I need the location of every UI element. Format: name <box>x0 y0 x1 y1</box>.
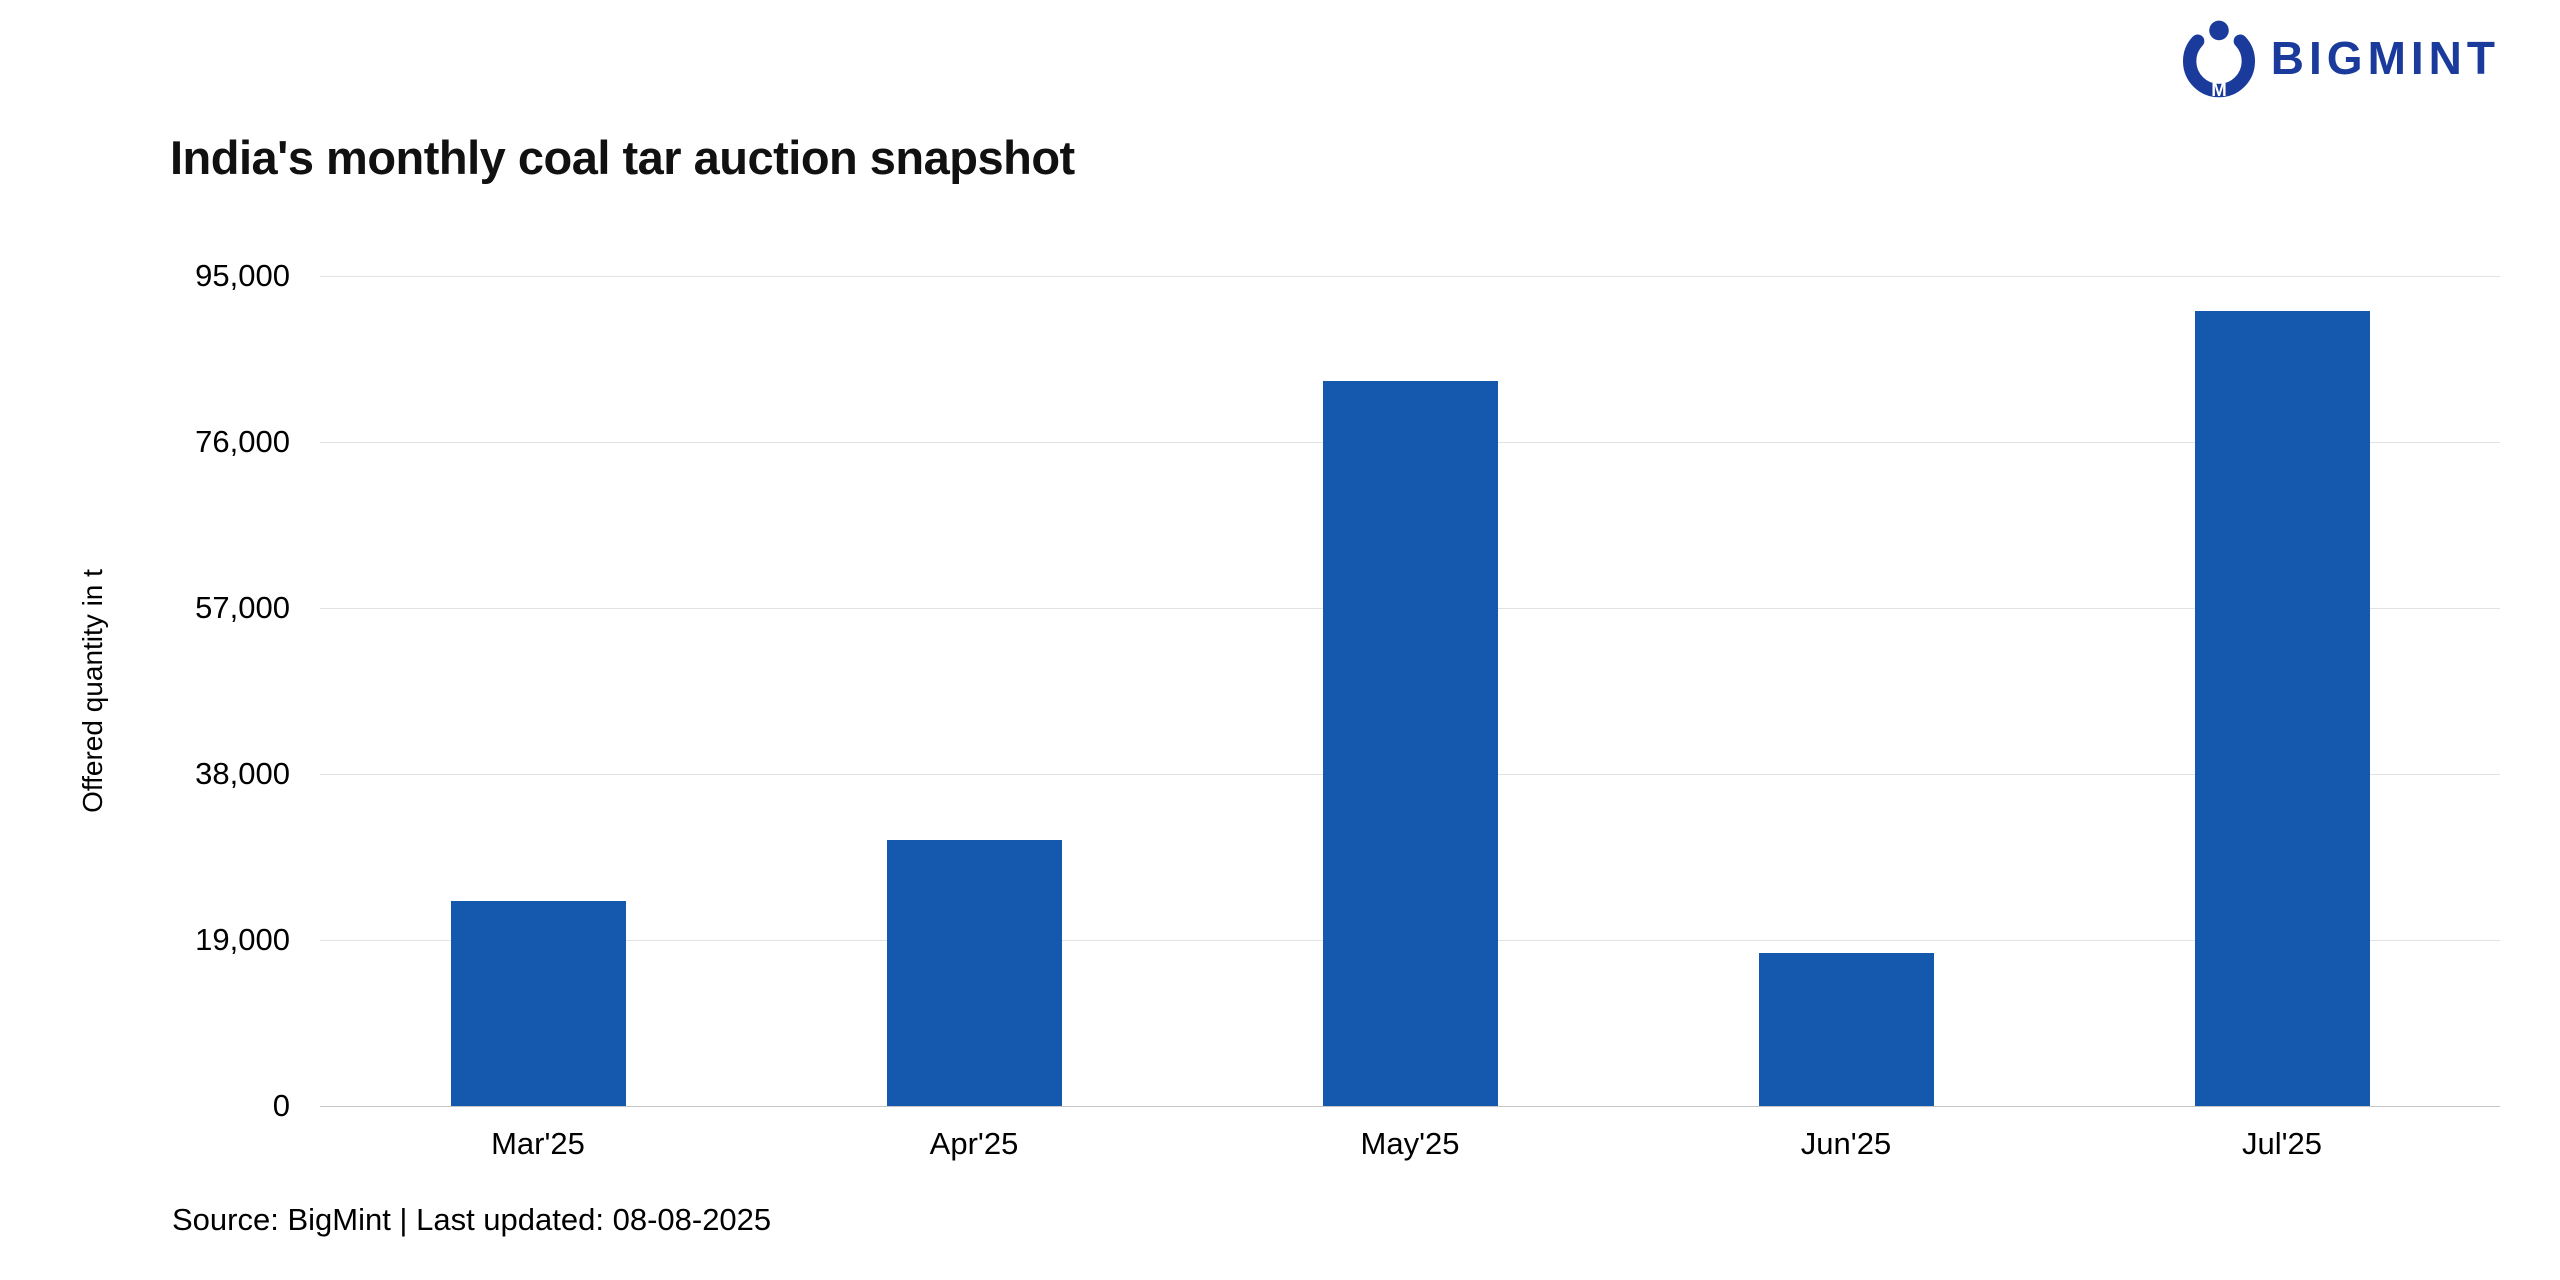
gridline <box>320 1106 2500 1107</box>
bar-jul25[interactable] <box>2195 311 2370 1106</box>
bar-jun25[interactable] <box>1759 953 1934 1106</box>
x-tick-label: Jun'25 <box>1800 1126 1892 1161</box>
y-tick-label: 0 <box>272 1088 290 1123</box>
y-tick-label: 57,000 <box>195 590 290 625</box>
x-tick-label: May'25 <box>1360 1126 1460 1161</box>
source-line: Source: BigMint | Last updated: 08-08-20… <box>172 1202 772 1237</box>
x-tick-label: Apr'25 <box>929 1126 1019 1161</box>
bigmint-logo: M BIGMINT <box>2182 18 2500 98</box>
x-tick-label: Jul'25 <box>2241 1126 2323 1161</box>
bigmint-person-icon: M <box>2182 20 2255 98</box>
chart-title: India's monthly coal tar auction snapsho… <box>170 131 1075 184</box>
x-tick-label: Mar'25 <box>491 1126 585 1161</box>
bar-apr25[interactable] <box>887 840 1062 1106</box>
y-tick-label: 38,000 <box>195 756 290 791</box>
svg-text:M: M <box>2211 79 2227 98</box>
bar-mar25[interactable] <box>451 901 626 1106</box>
brand-name: BIGMINT <box>2270 32 2500 84</box>
y-tick-label: 19,000 <box>195 922 290 957</box>
bar-may25[interactable] <box>1323 381 1498 1106</box>
y-tick-label: 76,000 <box>195 424 290 459</box>
y-tick-label: 95,000 <box>195 258 290 293</box>
gridline <box>320 276 2500 277</box>
